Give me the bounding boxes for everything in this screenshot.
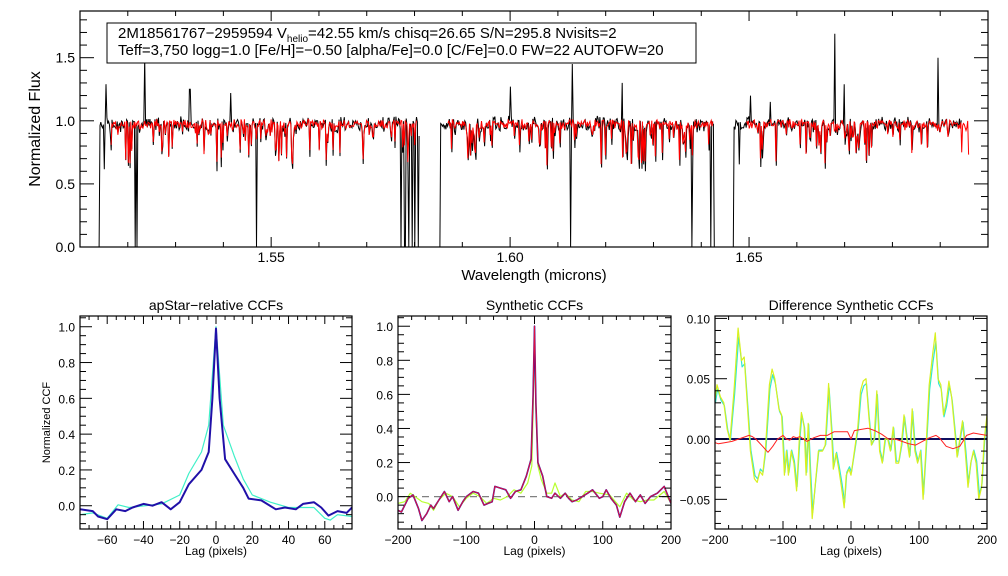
ccf-line-difference-yellow xyxy=(715,327,987,520)
star-id-text: 2M18561767−2959594 V xyxy=(118,25,287,42)
x-tick-label: 0 xyxy=(848,533,855,547)
y-axis-label: Normalized CCF xyxy=(41,382,53,464)
ccf-line-difference-red xyxy=(715,427,987,453)
x-tick-label: 0 xyxy=(213,533,220,547)
vhelio-subscript: helio xyxy=(287,34,309,45)
y-tick-label: 1.5 xyxy=(56,50,76,66)
x-tick-label: −200 xyxy=(384,533,411,547)
x-tick-label: 1.60 xyxy=(496,249,523,265)
x-tick-label: 200 xyxy=(977,533,997,547)
info-line-2: Teff=3,750 logg=1.0 [Fe/H]=−0.50 [alpha/… xyxy=(118,42,664,59)
ccf-line-difference-cyan xyxy=(715,336,987,513)
ccf-line-apStar-relative xyxy=(80,327,352,521)
x-axis-label: Lag (pixels) xyxy=(820,544,882,558)
y-tick-label: 0.0 xyxy=(58,500,75,514)
x-tick-label: −100 xyxy=(453,533,480,547)
plot-area xyxy=(398,325,671,522)
chart-panel-3: −200 −100 0 100 200 −0.05 0.00 0.05 0.10 Differen… xyxy=(680,297,998,558)
y-tick-label: 0.8 xyxy=(376,354,393,368)
x-tick-label: −40 xyxy=(133,533,154,547)
chart-panel-0: 1.55 1.60 1.65 0.0 0.5 1.0 1.5 Wavelength (micr… xyxy=(27,10,989,284)
plot-area xyxy=(80,326,352,521)
axes-frame xyxy=(79,10,989,248)
y-tick-label: 0.00 xyxy=(687,433,711,447)
chart-panel-2: −200 −100 0 100 200 0.0 0.2 0.4 0.6 0.8 1.0 Synthet… xyxy=(376,297,681,558)
axes-frame xyxy=(714,315,988,530)
y-tick-label: 0.8 xyxy=(58,357,75,371)
y-tick-label: 0.4 xyxy=(376,422,393,436)
y-axis-label: Normalized Flux xyxy=(27,71,44,187)
y-tick-label: 0.5 xyxy=(56,176,76,192)
x-axis-label: Lag (pixels) xyxy=(185,544,247,558)
y-tick-label: 0.0 xyxy=(56,239,76,255)
chart-panel-1: −60 −40 −20 0 20 40 60 0.0 0.2 0.4 0.6 0.8 1.0 apStar… xyxy=(41,297,353,558)
x-tick-label: 20 xyxy=(246,533,260,547)
x-tick-label: −200 xyxy=(701,533,728,547)
y-tick-label: 0.2 xyxy=(58,464,75,478)
x-tick-label: 100 xyxy=(909,533,929,547)
ccf-line-synthetic-c xyxy=(398,325,671,521)
axis-ticks xyxy=(79,316,353,529)
x-tick-label: 1.65 xyxy=(735,249,762,265)
x-tick-label: −20 xyxy=(170,533,191,547)
x-tick-label: 100 xyxy=(593,533,613,547)
chart-title: apStar−relative CCFs xyxy=(149,297,283,313)
y-tick-label: 0.6 xyxy=(58,392,75,406)
x-tick-label: 1.55 xyxy=(258,249,285,265)
x-tick-label: −100 xyxy=(769,533,796,547)
x-axis-label: Wavelength (microns) xyxy=(461,267,606,284)
x-tick-label: 0 xyxy=(531,533,538,547)
axes-frame xyxy=(79,315,353,530)
info-box-border xyxy=(106,22,697,64)
ccf-line-synthetic-b xyxy=(398,325,671,522)
y-tick-label: 0.10 xyxy=(687,312,711,326)
y-tick-label: 1.0 xyxy=(376,320,393,334)
plot-area xyxy=(715,327,987,520)
spectrum-model xyxy=(110,117,970,166)
y-tick-label: 0.2 xyxy=(376,457,393,471)
x-axis-label: Lag (pixels) xyxy=(503,544,565,558)
axis-ticks xyxy=(714,316,988,529)
x-tick-label: 200 xyxy=(661,533,681,547)
y-tick-label: 1.0 xyxy=(56,113,76,129)
x-tick-label: 60 xyxy=(318,533,332,547)
x-tick-label: −60 xyxy=(97,533,118,547)
axis-ticks xyxy=(397,316,672,529)
chart-title: Difference Synthetic CCFs xyxy=(769,297,934,313)
star-info-box: 2M18561767−2959594 Vhelio=42.55 km/s chi… xyxy=(106,22,697,64)
chart-title: Synthetic CCFs xyxy=(486,297,583,313)
x-tick-label: 40 xyxy=(282,533,296,547)
y-tick-label: 0.6 xyxy=(376,388,393,402)
y-tick-label: 0.05 xyxy=(687,373,711,387)
star-stats-text: =42.55 km/s chisq=26.65 S/N=295.8 Nvisit… xyxy=(308,25,617,42)
y-tick-label: 0.4 xyxy=(58,428,75,442)
spectrum-observed xyxy=(98,33,962,247)
y-tick-label: 1.0 xyxy=(58,321,75,335)
info-line-1: 2M18561767−2959594 Vhelio=42.55 km/s chi… xyxy=(118,25,617,45)
plot-area xyxy=(98,33,970,247)
y-tick-label: 0.0 xyxy=(376,491,393,505)
axis-ticks xyxy=(79,11,989,248)
ccf-line-synthetic-relative xyxy=(80,326,352,521)
y-tick-label: −0.05 xyxy=(680,493,711,507)
